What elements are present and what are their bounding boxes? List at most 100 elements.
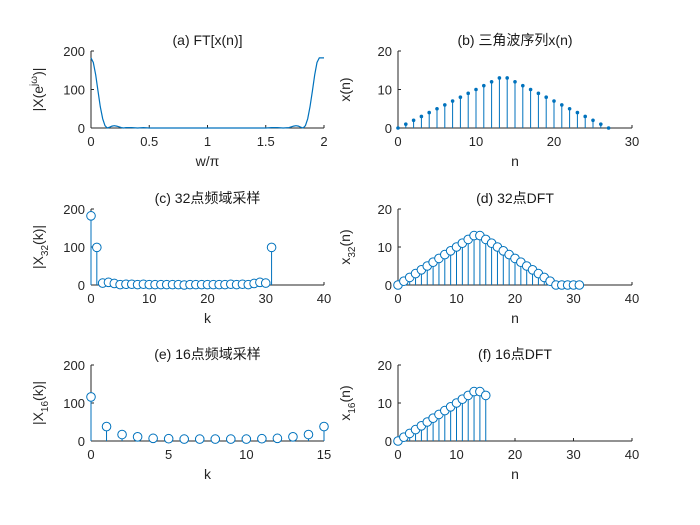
stem-marker	[606, 126, 611, 130]
x-tick-label: 40	[625, 291, 639, 306]
y-axis-label: |X32(k)|	[30, 225, 51, 269]
stem-marker	[194, 434, 205, 444]
x-tick-label: 1.5	[257, 134, 275, 149]
stem-marker	[544, 95, 548, 99]
stem-marker	[521, 83, 525, 88]
stem-marker	[450, 99, 455, 103]
x-axis-label: w/π	[195, 153, 220, 169]
stem-marker	[266, 242, 277, 253]
stem-marker	[474, 87, 478, 92]
y-label-part: x	[337, 414, 353, 421]
stem-marker	[163, 433, 174, 444]
x-tick-label: 10	[449, 447, 463, 462]
stem-marker	[396, 126, 400, 130]
subplot-f: (f) 16点DFT 0 10 20 30 40 0 10 20 n x16(n)	[337, 346, 639, 482]
x-tick-label: 10	[142, 291, 156, 306]
stem-marker	[536, 91, 541, 96]
x-tick-label: 5	[165, 447, 172, 462]
y-tick-label: 0	[385, 121, 392, 136]
x-tick-label: 30	[625, 134, 639, 149]
stem-marker	[567, 106, 572, 111]
y-tick-label: 200	[63, 202, 85, 217]
stem-marker	[101, 421, 112, 432]
x-axis-label: k	[204, 310, 212, 326]
y-label-part: (n)	[337, 229, 353, 246]
y-tick-label: 10	[378, 83, 392, 98]
y-label-part: (n)	[337, 385, 353, 402]
stem-marker	[574, 280, 585, 290]
stem-marker	[257, 433, 267, 444]
y-axis-label: x16(n)	[337, 385, 358, 420]
stem-marker	[528, 87, 533, 92]
stem-marker	[226, 434, 236, 444]
y-tick-label: 100	[63, 83, 85, 98]
x-tick-label: 40	[317, 291, 331, 306]
y-axis-label: |X16(k)|	[30, 381, 51, 425]
stem-marker	[404, 122, 408, 126]
stem-marker	[86, 392, 96, 402]
y-tick-label: 10	[378, 396, 392, 411]
stem-marker	[480, 390, 491, 401]
stem-marker	[272, 433, 283, 444]
stem-marker	[583, 114, 587, 119]
y-tick-label: 100	[63, 396, 85, 411]
stem-marker	[458, 95, 463, 99]
x-axis-label: n	[511, 153, 519, 169]
subplot-title: (a) FT[x(n)]	[173, 32, 243, 48]
y-label-part: )|	[30, 68, 46, 76]
y-tick-label: 20	[378, 44, 392, 59]
x-tick-label: 10	[239, 447, 253, 462]
x-tick-label: 1	[204, 134, 211, 149]
y-label-part: |X	[30, 255, 46, 269]
x-tick-label: 30	[566, 291, 580, 306]
x-tick-label: 0	[394, 134, 401, 149]
x-tick-label: 20	[547, 134, 561, 149]
stem-marker	[132, 432, 143, 442]
stem-marker	[92, 242, 102, 253]
y-axis-label: |X(ejω)|	[29, 68, 46, 112]
x-axis-label: n	[511, 310, 519, 326]
stem-marker	[117, 429, 127, 440]
y-label-subscript: 32	[347, 246, 358, 258]
stem-marker	[489, 80, 494, 84]
x-tick-label: 15	[317, 447, 331, 462]
series-line	[90, 57, 324, 129]
y-label-part: |X	[30, 411, 46, 425]
subplot-title: (d) 32点DFT	[476, 190, 554, 206]
stem-marker	[497, 76, 502, 80]
y-axis-label: x32(n)	[337, 229, 358, 264]
stem-marker	[513, 80, 517, 84]
subplot-title: (c) 32点频域采样	[155, 190, 261, 206]
x-tick-label: 20	[200, 291, 214, 306]
y-label-part: x	[337, 258, 353, 265]
y-tick-label: 200	[63, 44, 85, 59]
y-tick-label: 200	[63, 358, 85, 373]
y-label-subscript: 16	[40, 400, 51, 412]
stem-marker	[443, 103, 447, 107]
x-tick-label: 30	[259, 291, 273, 306]
stem-marker	[591, 118, 595, 123]
x-tick-label: 0	[87, 447, 94, 462]
stem-marker	[552, 99, 556, 103]
stem-marker	[319, 421, 329, 432]
y-axis-label: x(n)	[337, 77, 353, 101]
y-tick-label: 20	[378, 202, 392, 217]
stem-marker	[482, 83, 486, 88]
subplot-title: (f) 16点DFT	[478, 346, 552, 362]
x-tick-label: 0	[394, 291, 401, 306]
x-tick-label: 0	[394, 447, 401, 462]
x-tick-label: 30	[566, 447, 580, 462]
subplot-b: (b) 三角波序列x(n) 0 10 20 30 0 10 20 n x(n)	[337, 32, 639, 169]
x-tick-label: 40	[625, 447, 639, 462]
subplot-a: (a) FT[x(n)] 0 0.5 1 1.5 2 0 100 200 w/π |X(ejω)|	[29, 32, 328, 169]
stem-marker	[210, 434, 221, 444]
y-label-part: (k)|	[30, 225, 46, 245]
x-tick-label: 20	[508, 291, 522, 306]
stem-marker	[303, 429, 314, 440]
stem-marker	[435, 106, 439, 111]
subplot-c: (c) 32点频域采样 0 10 20 30 40 0 100 200 k |X32(k)|	[30, 190, 331, 326]
stem-marker	[179, 434, 189, 444]
y-label-superscript: jω	[29, 76, 40, 87]
y-tick-label: 100	[63, 240, 85, 255]
